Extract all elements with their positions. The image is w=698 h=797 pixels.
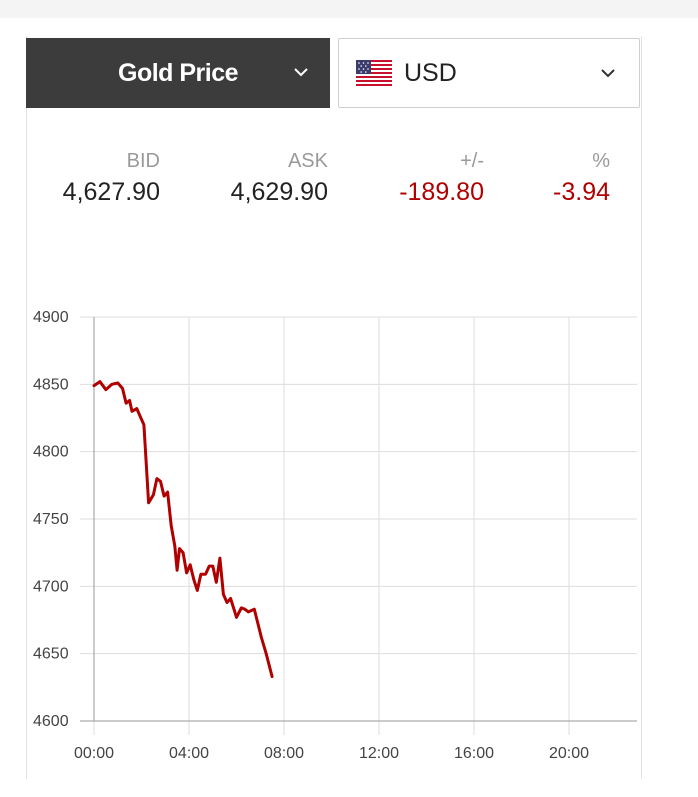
- y-tick-label: 4850: [33, 376, 69, 393]
- chevron-down-icon: [294, 68, 308, 77]
- currency-select[interactable]: USD: [338, 38, 640, 108]
- percent-value: -3.94: [553, 178, 610, 206]
- x-tick-label: 08:00: [264, 745, 304, 762]
- y-tick-label: 4750: [33, 511, 69, 528]
- top-strip: [0, 0, 698, 18]
- ask-value: 4,629.90: [230, 178, 328, 206]
- x-tick-label: 20:00: [549, 745, 589, 762]
- y-tick-label: 4650: [33, 646, 69, 663]
- us-flag-icon: [356, 60, 392, 86]
- ask-header: ASK: [287, 150, 328, 172]
- percent-header: %: [592, 150, 610, 172]
- metal-select[interactable]: Gold Price: [26, 38, 330, 108]
- chevron-down-icon: [601, 69, 615, 78]
- price-series-line: [92, 380, 274, 679]
- change-value: -189.80: [399, 178, 484, 206]
- change-header: +/-: [460, 150, 484, 172]
- x-tick-label: 12:00: [359, 745, 399, 762]
- bid-header: BID: [126, 150, 160, 172]
- change-column: +/- -189.80: [399, 150, 484, 207]
- percent-column: % -3.94: [553, 150, 610, 207]
- currency-select-label: USD: [404, 59, 457, 87]
- y-tick-label: 4600: [33, 713, 69, 730]
- y-tick-label: 4700: [33, 578, 69, 595]
- y-tick-label: 4800: [33, 444, 69, 461]
- y-tick-label: 4900: [33, 309, 69, 326]
- bid-value: 4,627.90: [62, 178, 160, 206]
- x-tick-label: 16:00: [454, 745, 494, 762]
- ask-column: ASK 4,629.90: [231, 150, 328, 207]
- x-tick-label: 04:00: [169, 745, 209, 762]
- metal-select-label: Gold Price: [118, 59, 239, 87]
- selector-bar: Gold Price USD: [26, 38, 640, 108]
- quote-panel: BID 4,627.90 ASK 4,629.90 +/- -189.80 % …: [26, 150, 640, 220]
- bid-column: BID 4,627.90: [63, 150, 160, 207]
- x-tick-label: 00:00: [74, 745, 114, 762]
- gold-price-widget: [26, 36, 642, 779]
